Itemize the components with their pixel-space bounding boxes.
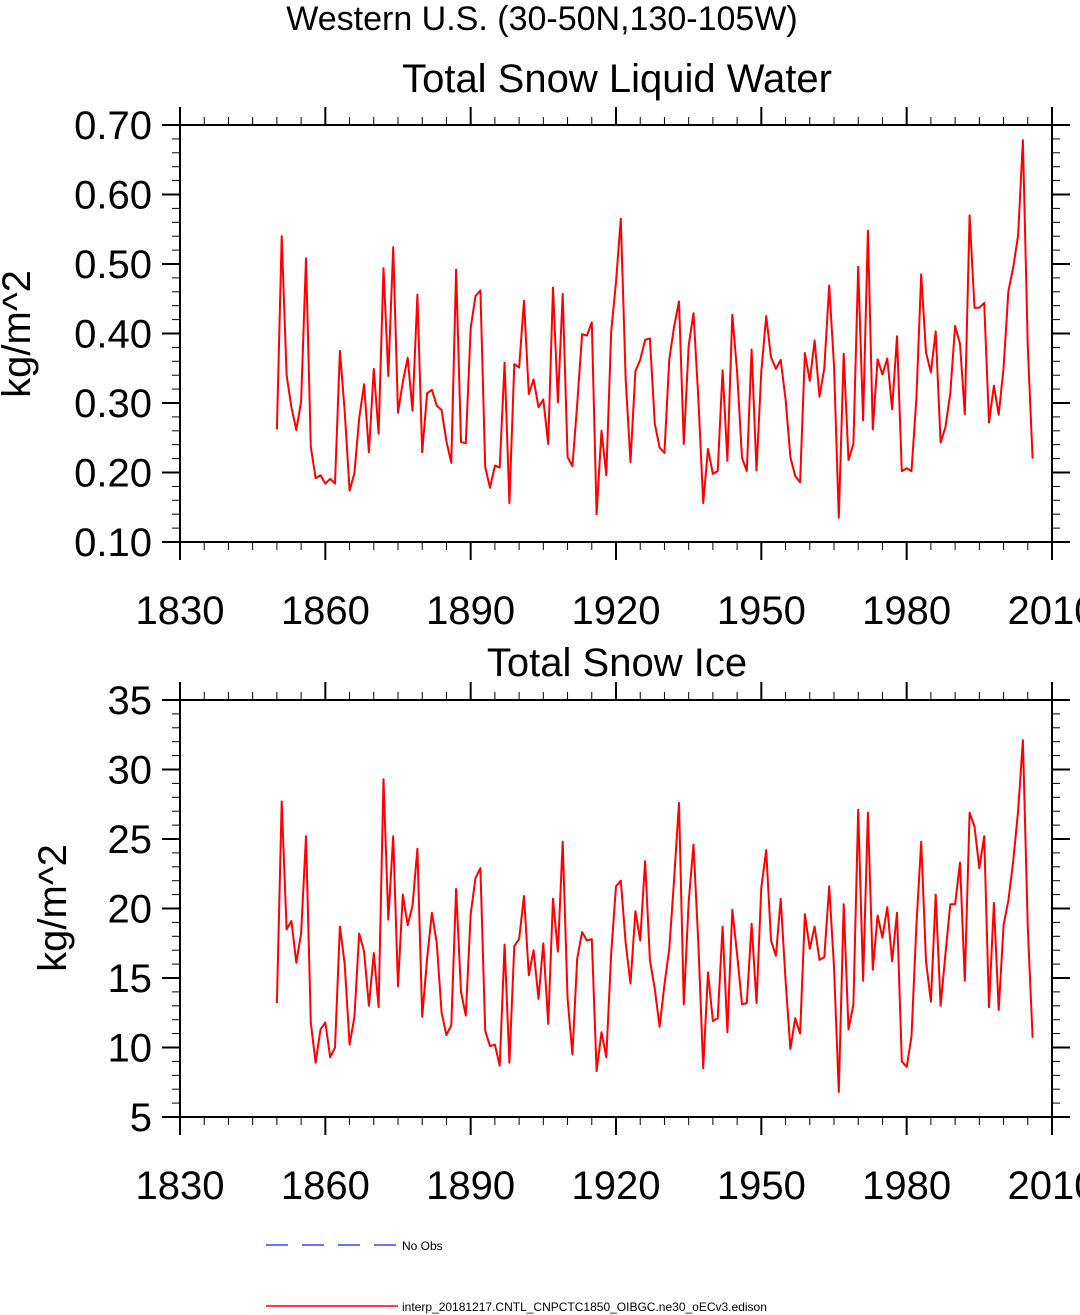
- series-line: [275, 739, 1034, 1093]
- x-tick-label: 1920: [572, 1164, 661, 1208]
- y-tick-label: 0.40: [74, 313, 152, 357]
- x-tick-label: 1890: [426, 589, 515, 633]
- chart-title: Total Snow Ice: [487, 641, 747, 685]
- plot-frame: [179, 124, 1053, 543]
- y-axis-label: kg/m^2: [31, 844, 75, 972]
- legend-label-model: interp_20181217.CNTL_CNPCTC1850_OIBGC.ne…: [402, 1300, 767, 1314]
- plot-frame: [179, 699, 1053, 1118]
- panel-snow-liquid-water: Total Snow Liquid Water kg/m^2 0.10 0.20 0…: [0, 57, 1080, 633]
- y-tick-label: 0.70: [74, 104, 152, 148]
- x-tick-label: 1830: [136, 589, 225, 633]
- series-line: [275, 139, 1034, 519]
- panel-snow-ice: Total Snow Ice kg/m^2 5 10 15 20 25 30 35 1830 1…: [31, 641, 1080, 1208]
- x-tick-label: 1950: [717, 1164, 806, 1208]
- x-tick-label: 1860: [281, 1164, 370, 1208]
- x-tick-label: 1980: [862, 589, 951, 633]
- y-tick-label: 15: [108, 957, 153, 1001]
- x-tick-label: 1890: [426, 1164, 515, 1208]
- x-tick-label: 1980: [862, 1164, 951, 1208]
- legend-label-no-obs: No Obs: [402, 1239, 443, 1253]
- y-tick-label: 35: [108, 679, 153, 723]
- y-tick-label: 0.60: [74, 174, 152, 218]
- y-tick-label: 30: [108, 749, 153, 793]
- x-tick-label: 1830: [136, 1164, 225, 1208]
- y-axis-label: kg/m^2: [0, 270, 39, 398]
- x-tick-label: 1920: [572, 589, 661, 633]
- x-tick-label: 2010: [1008, 1164, 1080, 1208]
- x-tick-label: 1860: [281, 589, 370, 633]
- y-tick-label: 20: [108, 888, 153, 932]
- x-tick-label: 2010: [1008, 589, 1080, 633]
- y-tick-label: 25: [108, 818, 153, 862]
- figure-suptitle: Western U.S. (30-50N,130-105W): [286, 0, 797, 38]
- y-tick-label: 0.50: [74, 243, 152, 287]
- y-tick-label: 10: [108, 1027, 153, 1071]
- y-tick-label: 5: [130, 1096, 152, 1140]
- y-tick-label: 0.30: [74, 382, 152, 426]
- x-tick-label: 1950: [717, 589, 806, 633]
- y-tick-label: 0.20: [74, 452, 152, 496]
- chart-title: Total Snow Liquid Water: [402, 57, 832, 101]
- legend: No Obs interp_20181217.CNTL_CNPCTC1850_O…: [266, 1239, 767, 1314]
- y-tick-label: 0.10: [74, 521, 152, 565]
